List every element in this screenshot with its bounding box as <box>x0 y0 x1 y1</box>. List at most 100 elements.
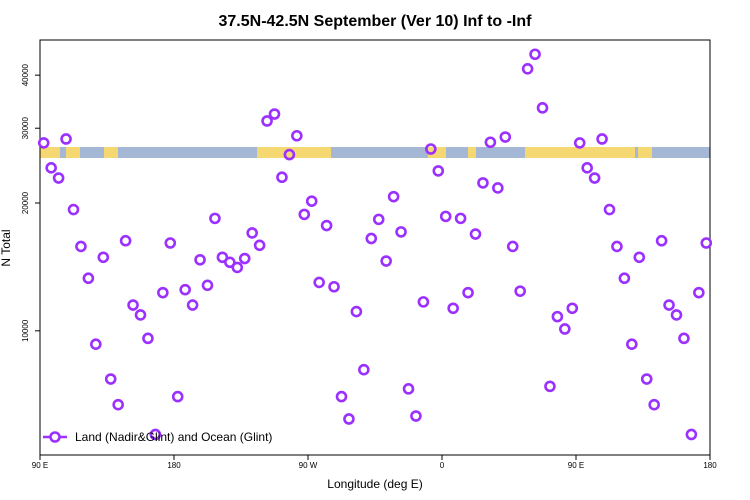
point <box>343 413 355 425</box>
point <box>633 251 646 264</box>
point <box>551 310 564 323</box>
point <box>469 228 482 240</box>
point <box>417 296 430 308</box>
point <box>566 302 579 315</box>
point <box>521 63 534 75</box>
point <box>67 203 80 216</box>
point <box>75 240 87 253</box>
point <box>670 309 683 321</box>
point <box>685 428 698 441</box>
point <box>52 172 65 184</box>
point <box>157 286 169 299</box>
point <box>253 239 266 252</box>
land-strip <box>428 147 446 158</box>
point <box>194 253 206 266</box>
y-tick-label: 30000 <box>21 117 30 140</box>
point <box>186 299 199 311</box>
point <box>112 398 124 411</box>
point <box>104 373 117 385</box>
point <box>298 208 311 221</box>
point <box>693 286 705 299</box>
point <box>559 323 571 335</box>
point <box>581 162 593 174</box>
point <box>410 410 422 422</box>
point <box>45 162 57 174</box>
point <box>201 279 214 292</box>
point <box>291 129 303 142</box>
point <box>596 133 608 145</box>
y-axis-label: N Total <box>0 229 13 266</box>
point <box>395 226 407 238</box>
point <box>663 299 675 311</box>
point <box>90 338 102 351</box>
point <box>60 133 72 145</box>
point <box>573 137 586 149</box>
point <box>335 390 348 403</box>
x-tick-label: 180 <box>167 461 181 470</box>
point <box>544 380 556 393</box>
point <box>387 190 400 203</box>
point <box>678 332 690 345</box>
point <box>477 177 489 189</box>
point <box>506 240 519 253</box>
point <box>700 237 713 249</box>
point <box>97 251 110 264</box>
y-tick-label: 40000 <box>21 63 30 86</box>
point <box>224 256 236 269</box>
point <box>320 219 333 232</box>
point <box>231 261 244 274</box>
point <box>261 115 273 127</box>
point <box>246 227 258 239</box>
point <box>164 237 177 249</box>
point <box>462 286 474 299</box>
point <box>149 428 162 441</box>
point <box>529 48 541 61</box>
point <box>425 143 437 155</box>
surface-strip <box>40 147 710 158</box>
point <box>350 305 363 318</box>
point <box>305 195 318 207</box>
point <box>37 137 50 149</box>
point <box>119 234 132 247</box>
point <box>499 131 512 143</box>
point <box>82 272 95 285</box>
x-tick-label: 90 E <box>32 461 48 470</box>
land-strip <box>468 147 476 158</box>
point <box>268 108 281 120</box>
point <box>142 332 154 345</box>
point <box>358 363 370 376</box>
point <box>216 251 229 264</box>
legend-item: Land (Nadir&Glint) and Ocean (Glint) <box>43 430 272 444</box>
x-tick-label: 90 W <box>299 461 318 470</box>
ocean-strip <box>40 147 710 158</box>
point <box>484 136 497 149</box>
point <box>171 390 184 403</box>
x-axis-label: Longitude (deg E) <box>327 477 422 491</box>
point <box>283 148 296 161</box>
point <box>402 383 415 395</box>
land-strip <box>638 147 652 158</box>
point <box>454 212 467 225</box>
point <box>127 299 139 311</box>
point <box>611 240 623 253</box>
legend-marker <box>49 431 61 443</box>
plot-frame <box>39 39 711 456</box>
point <box>134 309 147 321</box>
point <box>603 203 616 216</box>
point <box>209 212 221 225</box>
point <box>328 280 340 293</box>
point <box>380 255 392 267</box>
x-tick-label: 0 <box>440 461 445 470</box>
point <box>655 234 668 247</box>
point <box>432 165 445 177</box>
point <box>372 213 385 226</box>
point <box>179 283 191 296</box>
y-tick-label: 20000 <box>21 191 30 214</box>
x-tick-label: 180 <box>703 461 717 470</box>
point <box>640 373 653 385</box>
legend-label: Land (Nadir&Glint) and Ocean (Glint) <box>75 430 272 444</box>
point <box>648 398 660 411</box>
point <box>626 338 638 351</box>
point <box>618 272 631 285</box>
